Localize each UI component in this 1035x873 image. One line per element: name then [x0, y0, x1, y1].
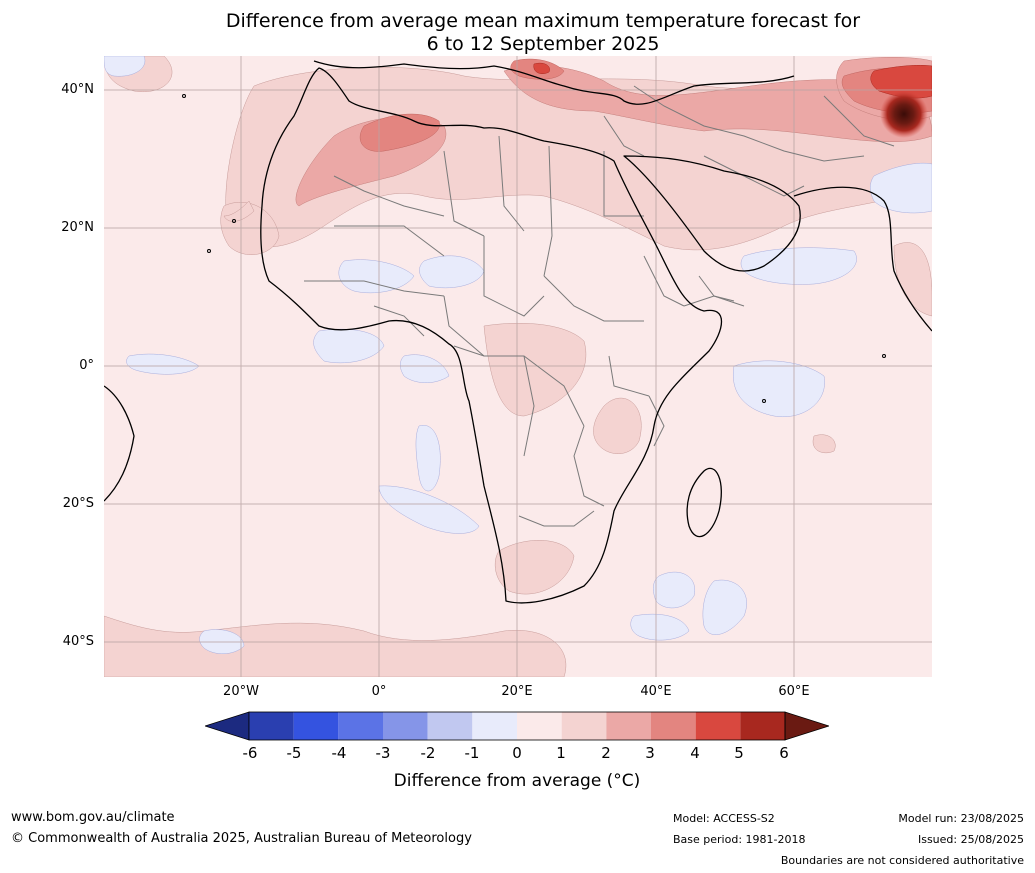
colorbar-segment	[383, 712, 428, 740]
lat-label-20s: 20°S	[62, 496, 94, 511]
colorbar-extend-high	[784, 711, 829, 741]
colorbar-tick-5: 5	[734, 744, 744, 762]
anomaly-negative-regions	[104, 56, 932, 654]
colorbar-segment	[338, 712, 383, 740]
colorbar-segment	[695, 712, 741, 740]
colorbar-tick-1: 1	[556, 744, 566, 762]
colorbar-tick-neg6: -6	[242, 744, 258, 762]
footer-copyright: © Commonwealth of Australia 2025, Austra…	[11, 831, 472, 846]
colorbar-segment	[740, 712, 785, 740]
islands	[182, 94, 886, 403]
map-gridlines	[104, 56, 932, 677]
lat-label-40n: 40°N	[61, 82, 94, 97]
colorbar-tick-neg3: -3	[375, 744, 391, 762]
colorbar-tick-2: 2	[601, 744, 611, 762]
colorbar-extend-low	[205, 711, 250, 741]
lat-label-40s: 40°S	[62, 634, 94, 649]
colorbar-segment	[561, 712, 607, 740]
footer-model-run: Model run: 23/08/2025	[898, 812, 1024, 825]
footer-model: Model: ACCESS-S2	[673, 812, 775, 825]
lon-label-0: 0°	[371, 684, 387, 699]
colorbar-frame	[248, 711, 786, 741]
colorbar-tick-6: 6	[779, 744, 789, 762]
forecast-map	[104, 56, 932, 677]
lat-label-20n: 20°N	[61, 220, 94, 235]
coastlines	[104, 60, 932, 604]
map-title-line1: Difference from average mean maximum tem…	[225, 10, 861, 32]
colorbar-segment	[606, 712, 651, 740]
colorbar-tick-neg2: -2	[420, 744, 436, 762]
colorbar-segment	[249, 712, 294, 740]
footer-url[interactable]: www.bom.gov.au/climate	[11, 810, 175, 825]
footer-base-period: Base period: 1981-2018	[673, 833, 806, 846]
colorbar-label: Difference from average (°C)	[393, 771, 641, 791]
colorbar-tick-3: 3	[645, 744, 655, 762]
colorbar-tick-neg5: -5	[286, 744, 302, 762]
map-title-line2: 6 to 12 September 2025	[426, 33, 660, 55]
lon-label-20e: 20°E	[501, 684, 533, 699]
colorbar-tick-neg1: -1	[464, 744, 480, 762]
colorbar-segment	[651, 712, 696, 740]
lon-label-20w: 20°W	[223, 684, 259, 699]
colorbar-segment	[472, 712, 517, 740]
lon-label-40e: 40°E	[640, 684, 672, 699]
footer-issued: Issued: 25/08/2025	[917, 833, 1024, 846]
colorbar-segment	[517, 712, 562, 740]
lon-label-60e: 60°E	[778, 684, 810, 699]
country-boundaries	[304, 85, 895, 527]
anomaly-hotspot	[880, 90, 928, 138]
colorbar-tick-4: 4	[690, 744, 700, 762]
colorbar-segment	[293, 712, 339, 740]
colorbar	[205, 711, 829, 741]
footer-boundaries: Boundaries are not considered authoritat…	[780, 854, 1024, 867]
colorbar-tick-0: 0	[512, 744, 522, 762]
lat-label-0: 0°	[79, 358, 94, 373]
colorbar-tick-neg4: -4	[331, 744, 347, 762]
colorbar-segment	[427, 712, 473, 740]
